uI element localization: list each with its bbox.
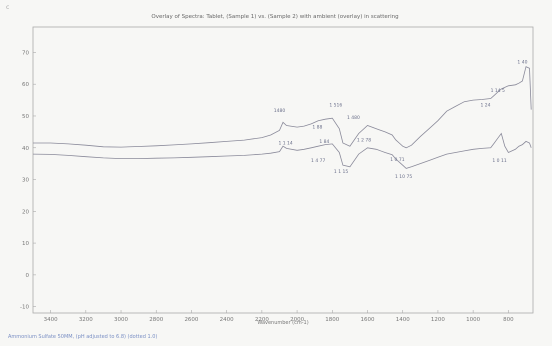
peak-label: 1 88	[312, 125, 322, 131]
x-tick-label: 2000	[290, 317, 304, 323]
plot-frame	[32, 26, 534, 314]
y-tick-label: 20	[22, 209, 29, 215]
chart-title: Overlay of Spectra: Tablet, (Sample 1) v…	[151, 14, 399, 20]
peak-label: 1 0 11	[492, 158, 506, 164]
y-tick-label: 50	[22, 114, 29, 120]
peak-label: 1 40	[517, 60, 527, 66]
x-tick-label: 2200	[255, 317, 269, 323]
x-axis-label: Wavenumber (cm-1)	[257, 320, 308, 326]
x-tick-label: 2600	[184, 317, 198, 323]
x-axis: 3400 3200 3000 2800 2600 2400 2200 2000 1800 1600…	[44, 310, 514, 323]
y-axis: -10 0 10 20 30 40 50 60 70	[20, 50, 36, 311]
peak-label: 1 24	[480, 102, 490, 108]
x-tick-label: 1200	[431, 317, 445, 323]
x-tick-label: 3400	[44, 317, 58, 323]
peak-label: 1 2 78	[357, 137, 371, 143]
peak-label: 1 516	[329, 102, 342, 108]
x-tick-label: 1600	[361, 317, 375, 323]
footer-note: Ammonium Sulfate 50MM, (pH adjusted to 6…	[8, 334, 158, 340]
x-tick-label: 3000	[114, 317, 128, 323]
peak-label: 1 10 75	[395, 174, 412, 180]
y-tick-label: 10	[22, 241, 29, 247]
peak-label: 1 0 71	[390, 157, 404, 163]
x-tick-label: 3200	[79, 317, 93, 323]
y-tick-label: 0	[26, 273, 30, 279]
peak-label: 1 4 77	[311, 158, 325, 164]
peak-label: 1 14 5	[491, 88, 505, 94]
series-line-2	[32, 132, 532, 169]
x-tick-label: 800	[503, 317, 514, 323]
y-tick-label: 30	[22, 178, 29, 184]
y-tick-label: 40	[22, 146, 29, 152]
peak-label: 1 480	[347, 115, 360, 121]
y-tick-label: -10	[20, 305, 29, 311]
peak-labels: 1480 1 1 14 1 516 1 88 1 84 1 480 1 1 15 1 2 78…	[274, 60, 528, 180]
x-tick-label: 1000	[466, 317, 480, 323]
y-tick-label: 70	[22, 50, 29, 56]
x-tick-label: 1400	[396, 317, 410, 323]
peak-label: 1 84	[319, 139, 329, 145]
peak-label: 1 1 15	[334, 169, 348, 175]
series-line-1	[33, 66, 532, 149]
x-tick-label: 1800	[325, 317, 339, 323]
peak-label: 1480	[274, 108, 286, 114]
x-tick-label: 2800	[149, 317, 163, 323]
y-tick-label: 60	[22, 82, 29, 88]
series-layer	[32, 66, 532, 169]
corner-mark: c	[6, 4, 10, 11]
peak-label: 1 1 14	[278, 141, 292, 147]
x-tick-label: 2400	[220, 317, 234, 323]
